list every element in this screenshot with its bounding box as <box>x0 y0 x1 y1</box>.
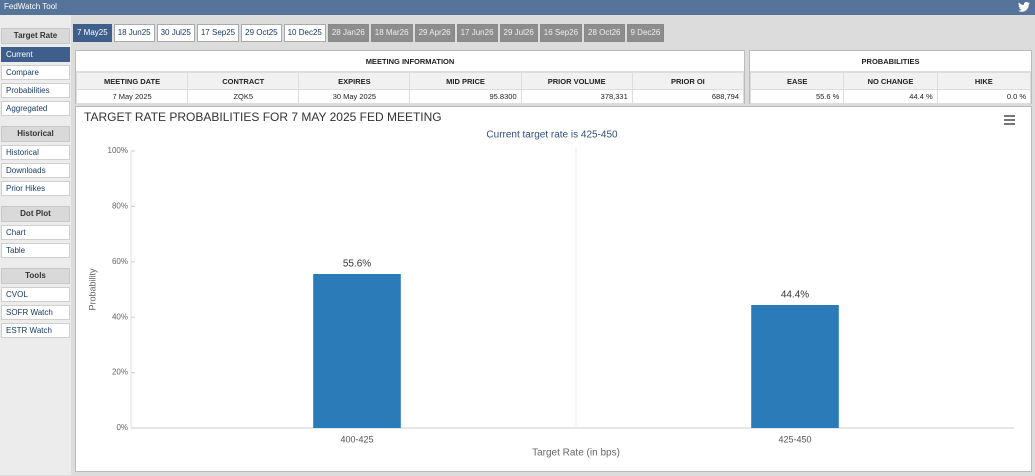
app-title: FedWatch Tool <box>4 2 57 11</box>
meeting-tab: 16 Sep26 <box>539 24 583 42</box>
menu-icon[interactable] <box>1004 115 1015 125</box>
sidebar-section: Tools CVOL SOFR Watch ESTR Watch <box>0 268 71 338</box>
column-header: EASE <box>749 71 845 90</box>
meeting-tab: 28 Oct26 <box>584 24 625 42</box>
table-cell: 688,794 <box>631 89 745 104</box>
chart-title: TARGET RATE PROBABILITIES FOR 7 MAY 2025… <box>84 110 442 124</box>
x-axis-label: Target Rate (in bps) <box>532 448 620 459</box>
meeting-tab[interactable]: 30 Jul25 <box>156 24 195 42</box>
meeting-tab[interactable]: 7 May25 <box>73 24 112 42</box>
twitter-icon[interactable] <box>1018 2 1030 12</box>
probabilities-panel: PROBABILITIES EASE NO CHANGE HIKE 55.6 % 44.4… <box>749 50 1032 104</box>
info-table: PROBABILITIES EASE NO CHANGE HIKE 55.6 % 44.4… <box>749 51 1032 104</box>
table-title: PROBABILITIES <box>750 51 1031 73</box>
bar <box>751 305 839 428</box>
info-table: MEETING INFORMATION MEETING DATE CONTRACT E… <box>75 51 745 104</box>
y-tick-label: 40% <box>112 312 128 321</box>
sidebar-section: Target Rate Current Compare Probabilities Ag… <box>0 28 71 116</box>
column-header: EXPIRES <box>298 71 411 90</box>
meeting-tab: 9 Dec26 <box>626 24 665 42</box>
meeting-tab[interactable]: 10 Dec25 <box>283 24 326 42</box>
sidebar-item[interactable]: Downloads <box>1 163 70 178</box>
chart-subtitle: Current target rate is 425-450 <box>486 130 618 141</box>
meeting-tabs: 7 May25 18 Jun25 30 Jul25 17 Sep25 29 Oct25 1… <box>73 24 665 42</box>
column-header: NO CHANGE <box>843 71 938 90</box>
caption-row: MEETING INFORMATION <box>76 51 744 73</box>
chart-panel: TARGET RATE PROBABILITIES FOR 7 MAY 2025… <box>75 106 1032 472</box>
meeting-tab: 18 Mar26 <box>370 24 413 42</box>
table-cell: 378,331 <box>520 89 633 104</box>
column-header: PRIOR VOLUME <box>520 71 633 90</box>
column-header: HIKE <box>936 71 1032 90</box>
sidebar: Target Rate Current Compare Probabilities Ag… <box>0 15 71 475</box>
column-header: CONTRACT <box>187 71 300 90</box>
sidebar-section: Dot Plot Chart Table <box>0 206 71 258</box>
meeting-tab: 29 Apr26 <box>414 24 455 42</box>
y-axis-label: Probability <box>87 268 97 311</box>
table-title: MEETING INFORMATION <box>76 51 744 73</box>
y-tick-label: 80% <box>112 202 128 211</box>
x-tick-label: 400-425 <box>340 434 373 444</box>
y-tick-label: 60% <box>112 257 128 266</box>
column-header: PRIOR OI <box>631 71 745 90</box>
meeting-tab[interactable]: 18 Jun25 <box>113 24 155 42</box>
sidebar-item[interactable]: Aggregated <box>1 101 70 116</box>
meeting-tab[interactable]: 29 Oct25 <box>241 24 282 42</box>
sidebar-item[interactable]: ESTR Watch <box>1 323 70 338</box>
value-label: 44.4% <box>781 290 809 301</box>
header-row: MEETING DATE CONTRACT EXPIRES MID PRICE PRIO… <box>75 71 745 90</box>
sidebar-item[interactable]: CVOL <box>1 287 70 302</box>
sidebar-item[interactable]: Compare <box>1 65 70 80</box>
top-bar: FedWatch Tool <box>0 0 1035 15</box>
meeting-tab: 28 Jan26 <box>327 24 369 42</box>
header-row: EASE NO CHANGE HIKE <box>749 71 1032 90</box>
table-cell: 44.4 % <box>843 89 938 104</box>
sidebar-item[interactable]: Current <box>1 47 70 62</box>
table-cell: 0.0 % <box>936 89 1032 104</box>
table-cell: ZQK5 <box>187 89 300 104</box>
meeting-tab: 17 Jun26 <box>456 24 498 42</box>
data-row: 7 May 2025 ZQK5 30 May 2025 95.8300 378,331 6… <box>75 89 745 104</box>
y-tick-label: 20% <box>112 368 128 377</box>
column-header: MEETING DATE <box>75 71 189 90</box>
sidebar-item[interactable]: Probabilities <box>1 83 70 98</box>
sidebar-item[interactable]: Prior Hikes <box>1 181 70 196</box>
chart: TARGET RATE PROBABILITIES FOR 7 MAY 2025… <box>84 110 1015 459</box>
section-header: Historical <box>1 126 70 142</box>
column-header: MID PRICE <box>409 71 522 90</box>
section-header: Tools <box>1 268 70 284</box>
x-tick-label: 425-450 <box>778 434 811 444</box>
meeting-tab[interactable]: 17 Sep25 <box>196 24 240 42</box>
value-label: 55.6% <box>343 259 371 270</box>
sidebar-item[interactable]: Chart <box>1 225 70 240</box>
sidebar-section: Historical Historical Downloads Prior Hikes <box>0 126 71 196</box>
table-cell: 7 May 2025 <box>75 89 189 104</box>
y-tick-label: 100% <box>108 146 128 155</box>
sidebar-item[interactable]: Historical <box>1 145 70 160</box>
section-header: Target Rate <box>1 28 70 44</box>
caption-row: PROBABILITIES <box>750 51 1031 73</box>
section-header: Dot Plot <box>1 206 70 222</box>
y-tick-label: 0% <box>116 423 128 432</box>
bar <box>313 273 401 428</box>
sidebar-item[interactable]: SOFR Watch <box>1 305 70 320</box>
table-cell: 95.8300 <box>409 89 522 104</box>
data-row: 55.6 % 44.4 % 0.0 % <box>749 89 1032 104</box>
sidebar-item[interactable]: Table <box>1 243 70 258</box>
meeting-tab: 29 Jul26 <box>499 24 538 42</box>
table-cell: 30 May 2025 <box>298 89 411 104</box>
table-cell: 55.6 % <box>749 89 845 104</box>
meeting-info-panel: MEETING INFORMATION MEETING DATE CONTRACT E… <box>75 50 745 104</box>
